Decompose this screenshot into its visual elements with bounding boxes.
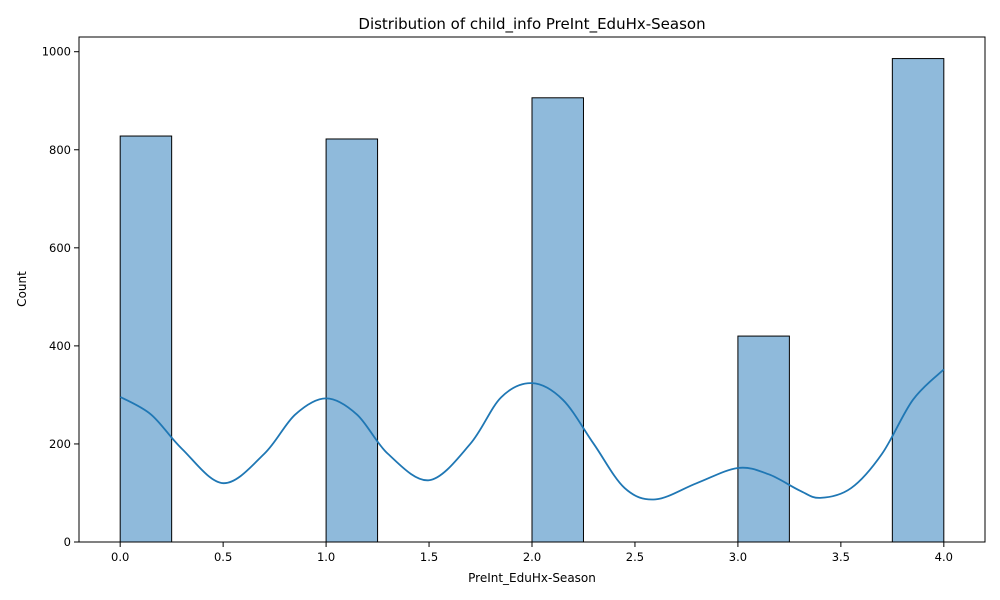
x-tick-label: 2.5 (626, 550, 644, 564)
bars-group (119, 58, 945, 543)
y-tick-label: 400 (49, 339, 71, 353)
kde-group (119, 368, 945, 501)
histogram-bar-1 (325, 138, 379, 543)
x-axis-ticks: 0.0 0.5 1.0 1.5 2.0 2.5 3.0 3.5 4.0 (111, 542, 953, 564)
histogram-bar-3 (737, 335, 790, 543)
x-tick-label: 2.0 (523, 550, 541, 564)
x-tick-label: 3.0 (729, 550, 747, 564)
y-tick-label: 1000 (42, 45, 71, 59)
x-tick-label: 1.0 (317, 550, 335, 564)
y-axis-ticks: 0 200 400 600 800 1000 (42, 45, 79, 549)
x-tick-label: 0.5 (214, 550, 232, 564)
histogram-bar-0 (119, 135, 173, 543)
histogram-bar-2 (531, 97, 584, 543)
y-tick-label: 800 (49, 143, 71, 157)
kde-curve (119, 368, 945, 501)
y-tick-label: 0 (64, 535, 71, 549)
x-axis-label: PreInt_EduHx-Season (468, 571, 596, 585)
y-tick-label: 200 (49, 437, 71, 451)
x-tick-label: 3.5 (832, 550, 850, 564)
x-tick-label: 4.0 (935, 550, 953, 564)
x-tick-label: 0.0 (111, 550, 129, 564)
y-axis-label: Count (15, 271, 29, 307)
chart-title: Distribution of child_info PreInt_EduHx-… (358, 15, 705, 34)
histogram-bar-4 (891, 58, 945, 543)
x-tick-label: 1.5 (420, 550, 438, 564)
y-tick-label: 600 (49, 241, 71, 255)
